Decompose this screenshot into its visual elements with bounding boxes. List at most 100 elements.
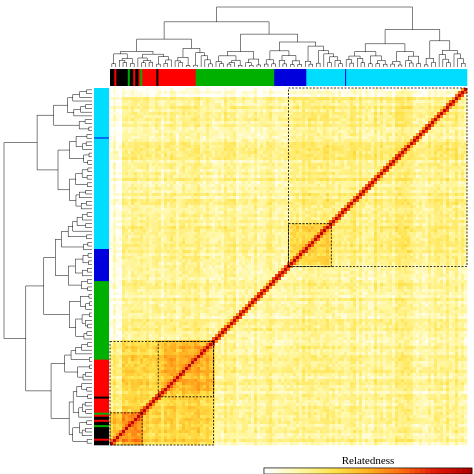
heatmap-cell bbox=[311, 124, 315, 128]
heatmap-cell bbox=[164, 130, 168, 134]
heatmap-cell bbox=[395, 157, 399, 161]
heatmap-cell bbox=[293, 106, 297, 110]
heatmap-cell bbox=[419, 187, 423, 191]
heatmap-cell bbox=[218, 205, 222, 209]
heatmap-cell bbox=[392, 94, 396, 98]
heatmap-cell bbox=[371, 175, 375, 179]
heatmap-cell bbox=[356, 157, 360, 161]
heatmap-cell bbox=[110, 184, 114, 188]
heatmap-cell bbox=[218, 187, 222, 191]
heatmap-cell bbox=[410, 172, 414, 176]
heatmap-cell bbox=[119, 127, 123, 131]
heatmap-cell bbox=[338, 151, 342, 155]
heatmap-cell bbox=[293, 169, 297, 173]
heatmap-cell bbox=[185, 196, 189, 200]
heatmap-cell bbox=[341, 136, 345, 140]
heatmap-cell bbox=[440, 97, 444, 101]
heatmap-cell bbox=[170, 163, 174, 167]
heatmap-cell bbox=[191, 142, 195, 146]
heatmap-cell bbox=[416, 124, 420, 128]
dendrogram-link bbox=[83, 243, 92, 251]
heatmap-cell bbox=[143, 139, 147, 143]
heatmap-cell bbox=[296, 148, 300, 152]
heatmap-cell bbox=[239, 94, 243, 98]
heatmap-cell bbox=[185, 88, 189, 92]
heatmap-cell bbox=[377, 136, 381, 140]
dendrogram-link bbox=[86, 134, 92, 139]
heatmap-cell bbox=[146, 190, 150, 194]
heatmap-cell bbox=[437, 166, 441, 170]
heatmap-cell bbox=[263, 97, 267, 101]
heatmap-cell bbox=[422, 202, 426, 206]
heatmap-cell bbox=[302, 100, 306, 104]
heatmap-cell bbox=[140, 94, 144, 98]
heatmap-cell bbox=[131, 193, 135, 197]
heatmap-cell bbox=[440, 157, 444, 161]
heatmap-cell bbox=[269, 187, 273, 191]
heatmap-cell bbox=[437, 136, 441, 140]
heatmap-cell bbox=[422, 199, 426, 203]
heatmap-cell bbox=[245, 169, 249, 173]
heatmap-cell bbox=[215, 160, 219, 164]
heatmap-cell bbox=[161, 184, 165, 188]
heatmap-cell bbox=[116, 205, 120, 209]
heatmap-cell bbox=[245, 202, 249, 206]
heatmap-cell bbox=[377, 112, 381, 116]
heatmap-cell bbox=[464, 148, 468, 152]
heatmap-cell bbox=[443, 88, 447, 92]
heatmap-cell bbox=[410, 127, 414, 131]
heatmap-cell bbox=[194, 139, 198, 143]
heatmap-cell bbox=[431, 112, 435, 116]
heatmap-cell bbox=[281, 154, 285, 158]
heatmap-cell bbox=[305, 136, 309, 140]
heatmap-cell bbox=[314, 175, 318, 179]
heatmap-cell bbox=[335, 184, 339, 188]
heatmap-cell bbox=[434, 148, 438, 152]
heatmap-cell bbox=[416, 91, 420, 95]
heatmap-cell bbox=[260, 172, 264, 176]
heatmap-cell bbox=[257, 190, 261, 194]
dendrogram-link bbox=[282, 63, 287, 67]
dendrogram-link bbox=[148, 62, 154, 67]
heatmap-cell bbox=[398, 130, 402, 134]
heatmap-cell bbox=[161, 94, 165, 98]
heatmap-cell bbox=[311, 127, 315, 131]
dendrogram-link bbox=[354, 51, 377, 57]
heatmap-cell bbox=[407, 139, 411, 143]
heatmap-cell bbox=[179, 148, 183, 152]
heatmap-cell bbox=[236, 109, 240, 113]
top-group-sliver bbox=[156, 69, 159, 86]
heatmap-cell bbox=[230, 139, 234, 143]
heatmap-cell bbox=[161, 208, 165, 212]
heatmap-cell bbox=[116, 91, 120, 95]
heatmap-cell bbox=[398, 100, 402, 104]
heatmap-cell bbox=[371, 127, 375, 131]
heatmap-cell bbox=[269, 178, 273, 182]
heatmap-cell bbox=[329, 106, 333, 110]
heatmap-cell bbox=[329, 172, 333, 176]
heatmap-cell bbox=[362, 94, 366, 98]
heatmap-cell bbox=[158, 154, 162, 158]
heatmap-cell bbox=[311, 160, 315, 164]
heatmap-cell bbox=[389, 151, 393, 155]
heatmap-cell bbox=[416, 109, 420, 113]
heatmap-cell bbox=[146, 121, 150, 125]
heatmap-cell bbox=[272, 151, 276, 155]
heatmap-cell bbox=[386, 139, 390, 143]
heatmap-cell bbox=[296, 91, 300, 95]
heatmap-cell bbox=[182, 154, 186, 158]
heatmap-cell bbox=[377, 193, 381, 197]
heatmap-cell bbox=[446, 151, 450, 155]
heatmap-cell bbox=[362, 166, 366, 170]
heatmap-cell bbox=[161, 124, 165, 128]
heatmap-cell bbox=[404, 100, 408, 104]
heatmap-cell bbox=[323, 172, 327, 176]
heatmap-cell bbox=[368, 178, 372, 182]
heatmap-cell bbox=[179, 124, 183, 128]
top-group-sliver bbox=[133, 69, 136, 86]
heatmap-cell bbox=[371, 142, 375, 146]
heatmap-cell bbox=[356, 94, 360, 98]
heatmap-cell bbox=[293, 199, 297, 203]
dendrogram-link bbox=[76, 386, 88, 397]
heatmap-cell bbox=[131, 106, 135, 110]
